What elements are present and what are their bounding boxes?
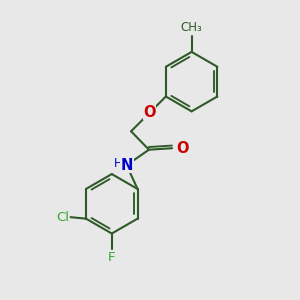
Text: Cl: Cl (56, 211, 69, 224)
Text: O: O (143, 105, 156, 120)
Text: F: F (108, 251, 116, 264)
Text: N: N (121, 158, 133, 173)
Text: CH₃: CH₃ (181, 21, 202, 34)
Text: H: H (113, 157, 122, 170)
Text: O: O (177, 141, 189, 156)
